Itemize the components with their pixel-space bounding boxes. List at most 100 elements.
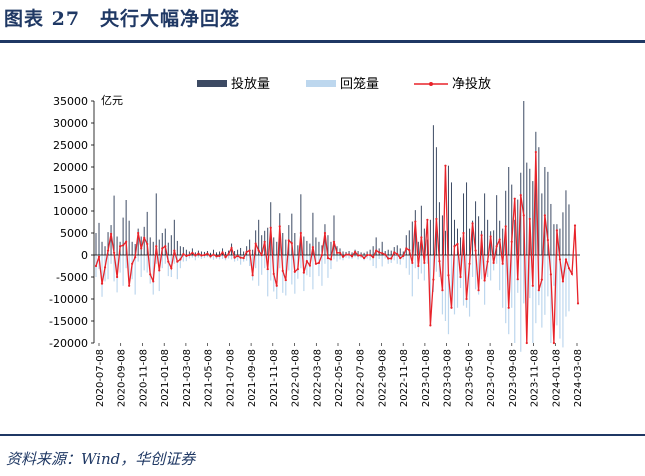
withdrawal-bar: [318, 255, 320, 277]
withdrawal-bar: [429, 255, 431, 319]
injection-bar: [360, 252, 362, 255]
net-injection-point: [221, 251, 224, 254]
injection-bar: [155, 193, 157, 255]
net-injection-point: [209, 255, 212, 258]
injection-bar: [291, 213, 293, 255]
injection-bar: [161, 233, 163, 255]
withdrawal-bar: [511, 255, 513, 308]
net-injection-point: [97, 255, 101, 258]
net-injection-point: [158, 269, 161, 272]
injection-bar: [541, 193, 543, 255]
withdrawal-bar: [191, 255, 193, 258]
net-injection-point: [257, 249, 260, 252]
injection-bar: [225, 251, 227, 255]
injection-bar: [562, 212, 564, 255]
x-tick-label: 2022-05-08: [334, 349, 345, 407]
withdrawal-bar: [375, 255, 377, 269]
withdrawal-bar: [134, 255, 136, 295]
withdrawal-bar: [288, 255, 290, 271]
withdrawal-bar: [514, 255, 516, 343]
withdrawal-bar: [447, 255, 450, 335]
injection-bar: [297, 245, 299, 255]
injection-bar: [209, 252, 211, 255]
withdrawal-bar: [252, 255, 254, 281]
withdrawal-bar: [200, 255, 203, 259]
withdrawal-bar: [520, 255, 522, 352]
x-tick-label: 2023-05-08: [464, 349, 475, 407]
withdrawal-bar: [279, 255, 281, 269]
withdrawal-bar: [468, 255, 471, 317]
net-injection-point: [516, 278, 519, 281]
net-injection-point: [375, 249, 378, 252]
injection-bar: [511, 184, 513, 255]
withdrawal-bar: [426, 255, 428, 264]
chart: 投放量 回笼量 净投放 亿元 35000 30000 25000 20000 15000…: [49, 76, 584, 407]
net-injection-point: [341, 255, 345, 258]
net-injection-point: [308, 264, 311, 267]
withdrawal-bar: [505, 255, 507, 324]
net-injection-point: [483, 279, 486, 282]
net-injection-point: [360, 254, 363, 257]
net-injection-point: [203, 253, 206, 257]
withdrawal-bar: [258, 255, 260, 286]
net-injection-point: [363, 256, 366, 260]
withdrawal-bar: [399, 255, 401, 265]
net-injection-point: [269, 226, 272, 229]
withdrawal-bar: [327, 255, 329, 278]
injection-bar: [493, 230, 495, 255]
net-injection-point: [531, 284, 534, 287]
x-tick-label: 2021-07-08: [225, 349, 236, 407]
injection-bar: [387, 249, 389, 255]
net-injection-point: [477, 289, 480, 292]
injection-bar: [309, 243, 311, 255]
figure-title: 图表 27 央行大幅净回笼: [4, 8, 241, 30]
net-injection-point: [155, 245, 158, 248]
injection-bar: [249, 239, 251, 255]
withdrawal-bar: [384, 255, 386, 259]
source-note: 资料来源：Wind，华创证券: [6, 450, 196, 468]
injection-bar: [384, 251, 386, 255]
injection-bar: [460, 237, 462, 255]
y-tick-label: 10000: [53, 205, 88, 218]
withdrawal-bar: [450, 255, 453, 308]
net-injection-point: [504, 225, 507, 228]
withdrawal-bar: [562, 255, 564, 348]
withdrawal-bar: [182, 255, 184, 262]
net-injection-point: [293, 270, 296, 273]
injection-bar: [164, 228, 166, 255]
net-injection-point: [112, 251, 116, 254]
net-injection-point: [335, 251, 339, 254]
injection-bar: [426, 239, 428, 255]
injection-bar: [179, 246, 181, 255]
injection-bar: [423, 228, 425, 255]
net-injection-point: [558, 258, 562, 261]
net-injection-point: [311, 245, 314, 249]
withdrawal-bar: [465, 255, 468, 308]
withdrawal-bar: [444, 255, 447, 321]
withdrawal-bar: [423, 255, 425, 281]
net-injection-point: [450, 306, 453, 309]
net-injection-point: [161, 247, 164, 250]
net-injection-point: [453, 245, 456, 248]
injection-bar: [200, 251, 202, 255]
injection-bar: [95, 233, 97, 255]
withdrawal-bar: [164, 255, 166, 264]
net-injection-point: [501, 262, 504, 265]
injection-bar: [529, 168, 531, 255]
injection-bar: [152, 241, 154, 255]
withdrawal-bar: [477, 255, 480, 295]
y-tick-label: 0: [81, 249, 88, 262]
net-injection-point: [369, 253, 372, 257]
legend-swatch-injection: [197, 80, 227, 87]
y-tick-label: 15000: [53, 183, 88, 196]
injection-bar: [393, 247, 395, 255]
net-injection-point: [103, 266, 107, 269]
injection-bar: [240, 247, 242, 255]
net-injection-point: [510, 240, 513, 243]
net-injection-point: [402, 254, 405, 257]
withdrawal-bar: [339, 255, 341, 260]
net-injection-point: [486, 260, 489, 263]
withdrawal-bar: [499, 255, 501, 291]
net-injection-point: [230, 246, 233, 250]
injection-bar: [149, 237, 151, 255]
